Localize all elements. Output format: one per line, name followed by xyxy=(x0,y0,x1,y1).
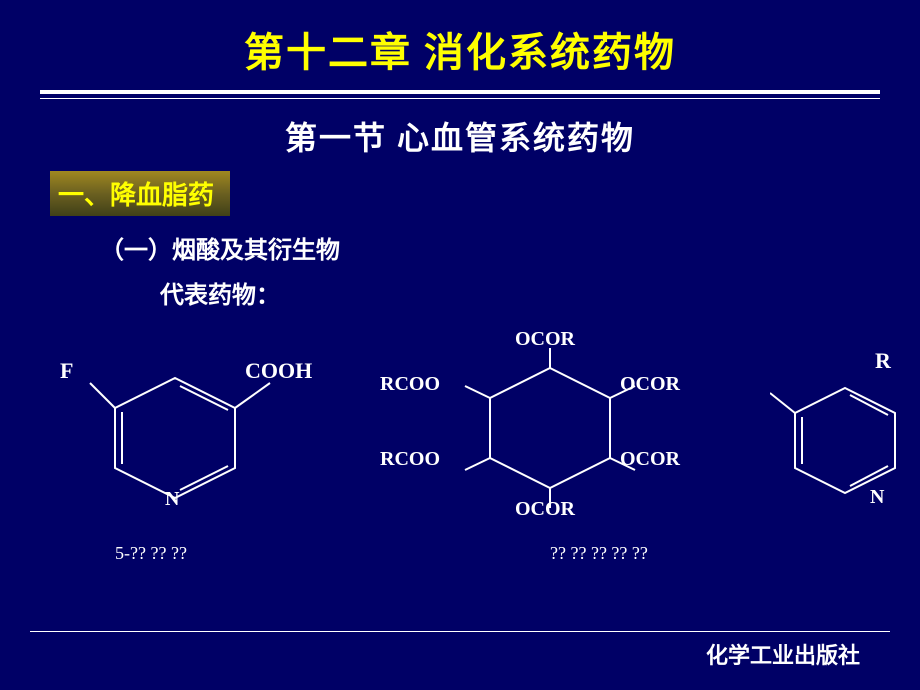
structure-3-diagram xyxy=(770,368,920,538)
label-ocor-lower: OCOR xyxy=(620,448,680,471)
section-title: 第一节 心血管系统药物 xyxy=(30,113,890,159)
subheading-1: （一）烟酸及其衍生物 xyxy=(100,230,890,265)
chapter-title: 第十二章 消化系统药物 xyxy=(30,20,890,78)
label-rcoo-lower: RCOO xyxy=(380,448,440,471)
structure-1-caption: 5-?? ?? ?? xyxy=(115,543,187,564)
label-r: R xyxy=(875,348,891,374)
label-ocor-top: OCOR xyxy=(515,328,575,351)
slide: 第十二章 消化系统药物 第一节 心血管系统药物 一、降血脂药 （一）烟酸及其衍生… xyxy=(0,0,920,690)
label-rcoo-upper: RCOO xyxy=(380,373,440,396)
label-ocor-upper: OCOR xyxy=(620,373,680,396)
label-ocor-bottom: OCOR xyxy=(515,498,575,521)
divider-thick xyxy=(40,90,880,94)
chemical-structures: F COOH N 5-?? ?? ?? OCOR RCOO OCOR RCOO … xyxy=(30,318,890,598)
footer-divider xyxy=(30,631,890,632)
label-cooh: COOH xyxy=(245,358,312,384)
label-f: F xyxy=(60,358,73,384)
structure-1-diagram xyxy=(80,368,310,538)
structure-2-caption: ?? ?? ?? ?? ?? xyxy=(550,543,648,564)
label-n-1: N xyxy=(165,488,179,511)
label-n-2: N xyxy=(870,486,884,509)
subheading-2: 代表药物： xyxy=(160,275,890,310)
divider-thin xyxy=(40,98,880,99)
publisher: 化学工业出版社 xyxy=(706,638,860,670)
topic-highlight: 一、降血脂药 xyxy=(50,171,230,216)
